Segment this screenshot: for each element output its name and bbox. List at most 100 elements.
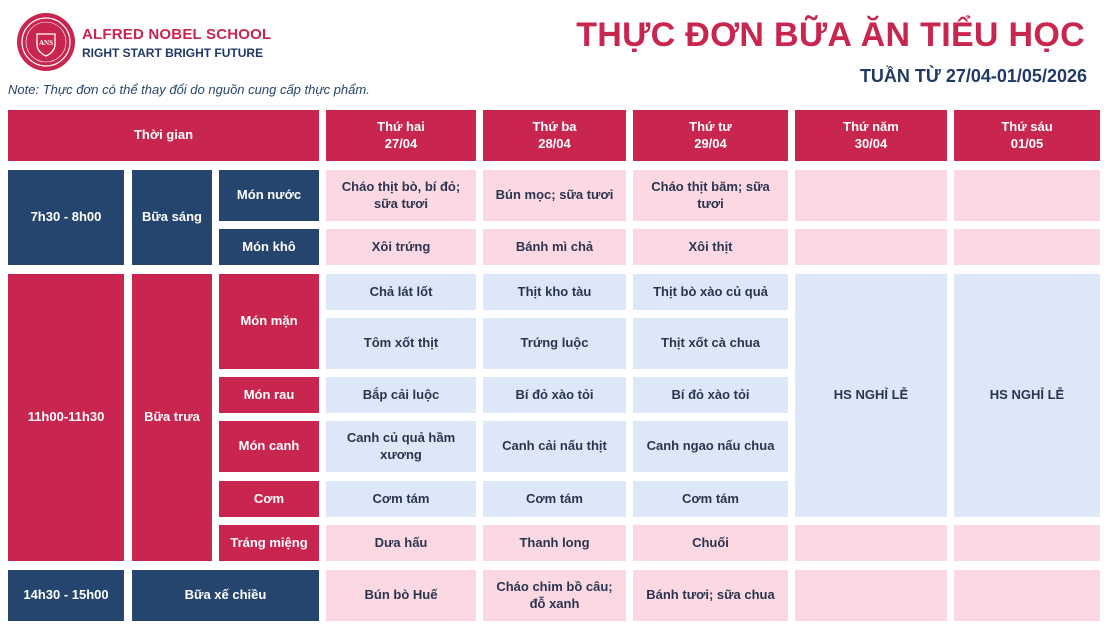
day-date: 28/04 <box>538 135 571 151</box>
dish-cell: Bí đỏ xào tỏi <box>633 377 788 413</box>
day-header-thursday: Thứ năm 30/04 <box>795 110 947 161</box>
dish-text: Bí đỏ xào tỏi <box>515 386 594 402</box>
lunch-meal-label: Bữa trưa <box>144 409 200 425</box>
dish-cell: Cháo chim bồ câu; đỗ xanh <box>483 570 626 621</box>
row-label-soup: Món canh <box>219 421 319 472</box>
dish-cell-empty <box>954 170 1100 221</box>
breakfast-time: 7h30 - 8h00 <box>8 170 124 265</box>
dish-text: Thịt kho tàu <box>517 283 592 299</box>
dish-cell: Xôi thịt <box>633 229 788 265</box>
row-label-soup-dish: Món nước <box>219 170 319 221</box>
dish-text: Thịt bò xào củ quả <box>653 283 768 299</box>
dish-text: Cơm tám <box>682 490 739 506</box>
holiday-cell-friday: HS NGHỈ LỄ <box>954 274 1100 517</box>
row-label: Món mặn <box>240 313 298 329</box>
menu-note: Note: Thực đơn có thể thay đổi do nguồn … <box>8 82 370 97</box>
lunch-meal: Bữa trưa <box>132 274 212 561</box>
dish-cell: Cơm tám <box>633 481 788 517</box>
dish-text: Cơm tám <box>372 490 430 506</box>
breakfast-time-label: 7h30 - 8h00 <box>30 209 102 225</box>
lunch-time-label: 11h00-11h30 <box>27 409 105 425</box>
school-slogan: RIGHT START BRIGHT FUTURE <box>82 46 264 60</box>
dish-text: Cháo thịt băm; sữa tươi <box>651 178 770 211</box>
dish-cell: Cơm tám <box>483 481 626 517</box>
dish-cell: Tôm xốt thịt <box>326 318 476 369</box>
dish-cell: Bánh mì chả <box>483 229 626 265</box>
time-column-header: Thời gian <box>8 110 319 161</box>
dish-cell-empty <box>795 229 947 265</box>
dish-text: Cơm tám <box>526 490 583 506</box>
row-label-rice: Cơm <box>219 481 319 517</box>
dish-cell-empty <box>954 229 1100 265</box>
dish-cell: Canh củ quả hầm xương <box>326 421 476 472</box>
day-name: Thứ ba <box>532 118 577 134</box>
dish-cell: Bắp cải luộc <box>326 377 476 413</box>
dish-text: Chả lát lốt <box>369 283 433 299</box>
school-logo: ANS <box>17 13 75 71</box>
row-label: Món khô <box>242 238 296 254</box>
dish-text: Bí đỏ xào tỏi <box>671 386 750 402</box>
lunch-time: 11h00-11h30 <box>8 274 124 561</box>
week-range: TUẦN TỪ 27/04-01/05/2026 <box>859 66 1087 86</box>
dish-cell: Xôi trứng <box>326 229 476 265</box>
dish-text: Bún mọc; sữa tươi <box>495 187 614 203</box>
snack-meal: Bữa xế chiều <box>132 570 319 621</box>
dish-text: Bún bò Huế <box>364 587 438 603</box>
day-name: Thứ tư <box>689 118 732 134</box>
dish-cell: Bí đỏ xào tỏi <box>483 377 626 413</box>
dish-cell: Bánh tươi; sữa chua <box>633 570 788 621</box>
row-label: Món canh <box>238 438 300 454</box>
dish-cell: Thịt bò xào củ quả <box>633 274 788 310</box>
row-label-dessert: Tráng miệng <box>219 525 319 561</box>
day-name: Thứ sáu <box>1001 118 1053 134</box>
holiday-label: HS NGHỈ LỄ <box>833 387 909 403</box>
row-label-dry-dish: Món khô <box>219 229 319 265</box>
dish-cell: Trứng luộc <box>483 318 626 369</box>
dish-text: Chuối <box>692 534 729 550</box>
dish-text: Bắp cải luộc <box>362 386 440 402</box>
row-label: Tráng miệng <box>230 534 308 550</box>
day-date: 27/04 <box>384 135 418 151</box>
dish-cell: Thanh long <box>483 525 626 561</box>
dish-cell-empty <box>795 170 947 221</box>
row-label-vegetable: Món rau <box>219 377 319 413</box>
dish-cell: Cháo thịt băm; sữa tươi <box>633 170 788 221</box>
dish-text: Dưa hấu <box>374 534 428 550</box>
dish-text: Thịt xốt cà chua <box>661 335 760 351</box>
day-name: Thứ năm <box>843 118 899 134</box>
time-header-label: Thời gian <box>133 127 194 143</box>
holiday-cell-thursday: HS NGHỈ LỄ <box>795 274 947 517</box>
dish-text: Xôi thịt <box>688 238 733 254</box>
breakfast-meal: Bữa sáng <box>132 170 212 265</box>
dish-text: Bánh tươi; sữa chua <box>646 587 775 603</box>
dish-cell-empty <box>795 570 947 621</box>
dish-text: Tôm xốt thịt <box>363 335 439 351</box>
breakfast-meal-label: Bữa sáng <box>142 209 202 225</box>
dish-text: Cháo chim bồ câu; đỗ xanh <box>496 578 613 611</box>
row-label: Cơm <box>253 490 285 506</box>
holiday-label: HS NGHỈ LỄ <box>989 387 1065 403</box>
dish-text: Cháo thịt bò, bí đỏ; sữa tươi <box>341 178 461 211</box>
dish-cell: Thịt kho tàu <box>483 274 626 310</box>
dish-text: Xôi trứng <box>371 238 431 254</box>
logo-text: ANS <box>39 39 53 47</box>
snack-time: 14h30 - 15h00 <box>8 570 124 621</box>
day-name: Thứ hai <box>377 118 425 134</box>
dish-cell: Cháo thịt bò, bí đỏ; sữa tươi <box>326 170 476 221</box>
dish-text: Bánh mì chả <box>515 238 594 254</box>
day-header-monday: Thứ hai 27/04 <box>326 110 476 161</box>
day-header-wednesday: Thứ tư 29/04 <box>633 110 788 161</box>
day-date: 01/05 <box>1010 135 1044 151</box>
dish-cell: Canh ngao nấu chua <box>633 421 788 472</box>
dish-text: Canh cải nấu thịt <box>502 438 607 454</box>
day-date: 30/04 <box>854 135 888 151</box>
dish-cell-empty <box>795 525 947 561</box>
dish-cell: Bún mọc; sữa tươi <box>483 170 626 221</box>
day-date: 29/04 <box>694 135 727 151</box>
dish-cell-empty <box>954 525 1100 561</box>
page-title: THỰC ĐƠN BỮA ĂN TIỂU HỌC <box>576 16 1085 54</box>
dish-cell: Cơm tám <box>326 481 476 517</box>
dish-text: Trứng luộc <box>520 335 589 351</box>
dish-cell: Bún bò Huế <box>326 570 476 621</box>
day-header-friday: Thứ sáu 01/05 <box>954 110 1100 161</box>
